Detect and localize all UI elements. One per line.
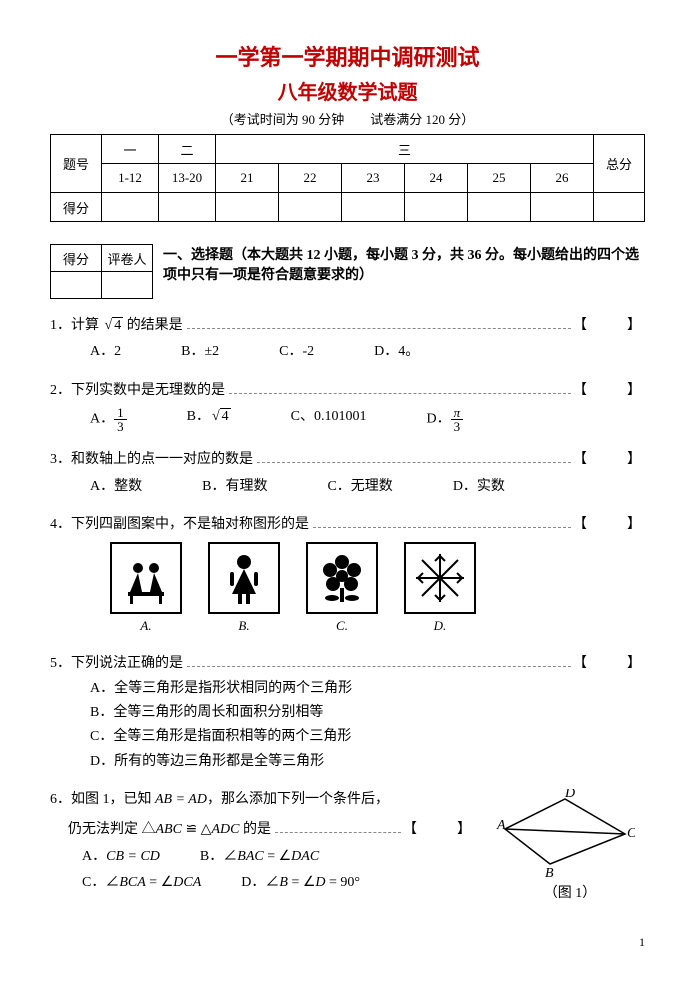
dash-line [257, 461, 571, 463]
q4-fig-b: B. [208, 542, 280, 637]
q5-stem: 5．下列说法正确的是 [50, 653, 183, 675]
answer-bracket: 【 】 [573, 449, 645, 471]
row-defen: 得分 [51, 193, 102, 222]
exam-meta: （考试时间为 90 分钟 试卷满分 120 分） [50, 109, 645, 128]
q2-opt-d: D．π3 [427, 406, 464, 433]
q2-stem: 2．下列实数中是无理数的是 [50, 380, 225, 402]
bench-people-icon [116, 548, 176, 608]
sub-3: 22 [279, 164, 342, 193]
answer-bracket: 【 】 [573, 380, 645, 402]
q3-stem: 3．和数轴上的点一一对应的数是 [50, 449, 253, 471]
sub-2: 21 [216, 164, 279, 193]
dash-line [229, 392, 571, 394]
q4-stem: 4．下列四副图案中，不是轴对称图形的是 [50, 514, 309, 536]
q6-opt-b: B．∠BAC = ∠DAC [200, 846, 319, 868]
hdr-total: 总分 [594, 135, 645, 193]
sub-5: 24 [405, 164, 468, 193]
dash-line [187, 327, 571, 329]
dash-line [275, 831, 401, 833]
q4-fig-c: C. [306, 542, 378, 637]
sub-1: 13-20 [159, 164, 216, 193]
q6-caption: （图 1） [495, 883, 645, 905]
q6-opt-c: C．∠BCA = ∠DCA [82, 872, 201, 894]
q3-opt-a: A．整数 [90, 476, 142, 498]
question-6: 6．如图 1，已知 AB = AD，那么添加下列一个条件后， 仍无法判定 △AB… [50, 789, 645, 905]
answer-bracket: 【 】 [573, 315, 645, 337]
hdr-1: 一 [102, 135, 159, 164]
q4-fig-a: A. [110, 542, 182, 637]
q3-opt-b: B．有理数 [202, 476, 267, 498]
q1-opt-b: B．±2 [181, 341, 219, 363]
q6-opt-d: D．∠B = ∠D = 90° [241, 872, 360, 894]
question-4: 4．下列四副图案中，不是轴对称图形的是 【 】 A. [50, 514, 645, 637]
q2-opt-a: A．13 [90, 406, 127, 433]
dash-line [187, 665, 571, 667]
answer-bracket: 【 】 [573, 514, 645, 536]
svg-text:A: A [496, 818, 506, 833]
snowflake-icon [410, 548, 470, 608]
answer-bracket: 【 】 [403, 819, 475, 841]
title-line-1: 一学第一学期期中调研测试 [50, 40, 645, 72]
sub-4: 23 [342, 164, 405, 193]
q1-opt-c: C．-2 [279, 341, 314, 363]
grader-table: 得分 评卷人 [50, 244, 153, 299]
question-1: 1．计算 4 的结果是 【 】 A．2 B．±2 C．-2 D．4。 [50, 315, 645, 364]
q6-line-1: 6．如图 1，已知 AB = AD，那么添加下列一个条件后， [50, 789, 475, 811]
sub-6: 25 [468, 164, 531, 193]
q6-line-2: 仍无法判定 △ABC ≌ △ADC 的是 [68, 819, 271, 841]
q5-item-a: A．全等三角形是指形状相同的两个三角形 [90, 678, 645, 700]
q5-item-d: D．所有的等边三角形都是全等三角形 [90, 751, 645, 773]
q2-opt-b: B．4 [187, 406, 231, 433]
sqrt4-icon: 4 [210, 406, 231, 428]
title-line-2: 八年级数学试题 [50, 76, 645, 105]
small-defen: 得分 [51, 245, 102, 272]
q1-opt-a: A．2 [90, 341, 121, 363]
svg-text:D: D [564, 789, 575, 801]
answer-bracket: 【 】 [573, 653, 645, 675]
sqrt4-icon: 4 [103, 315, 124, 337]
svg-text:C: C [627, 826, 635, 841]
sub-7: 26 [531, 164, 594, 193]
q3-opt-c: C．无理数 [327, 476, 392, 498]
sub-0: 1-12 [102, 164, 159, 193]
q3-opt-d: D．实数 [453, 476, 505, 498]
hdr-2: 二 [159, 135, 216, 164]
small-grader: 评卷人 [102, 245, 153, 272]
q5-item-c: C．全等三角形是指面积相等的两个三角形 [90, 726, 645, 748]
q6-opt-a: A．CB = CD [82, 846, 160, 868]
hdr-3: 三 [216, 135, 594, 164]
question-5: 5．下列说法正确的是 【 】 A．全等三角形是指形状相同的两个三角形 B．全等三… [50, 653, 645, 773]
dash-line [313, 526, 571, 528]
question-3: 3．和数轴上的点一一对应的数是 【 】 A．整数 B．有理数 C．无理数 D．实… [50, 449, 645, 498]
hdr-tihao: 题号 [51, 135, 102, 193]
q4-fig-d: D. [404, 542, 476, 637]
q2-opt-c: C、0.101001 [291, 406, 367, 433]
q5-item-b: B．全等三角形的周长和面积分别相等 [90, 702, 645, 724]
question-2: 2．下列实数中是无理数的是 【 】 A．13 B．4 C、0.101001 D．… [50, 380, 645, 433]
page-number: 1 [50, 935, 645, 950]
woman-icon [214, 548, 274, 608]
svg-text:B: B [545, 866, 554, 879]
q1-opt-d: D．4。 [374, 341, 419, 363]
triangle-abcd-icon: A B C D [495, 789, 635, 879]
flower-icon [312, 548, 372, 608]
q1-stem: 1．计算 4 的结果是 [50, 315, 183, 337]
score-table: 题号 一 二 三 总分 1-12 13-20 21 22 23 24 25 26… [50, 134, 645, 222]
